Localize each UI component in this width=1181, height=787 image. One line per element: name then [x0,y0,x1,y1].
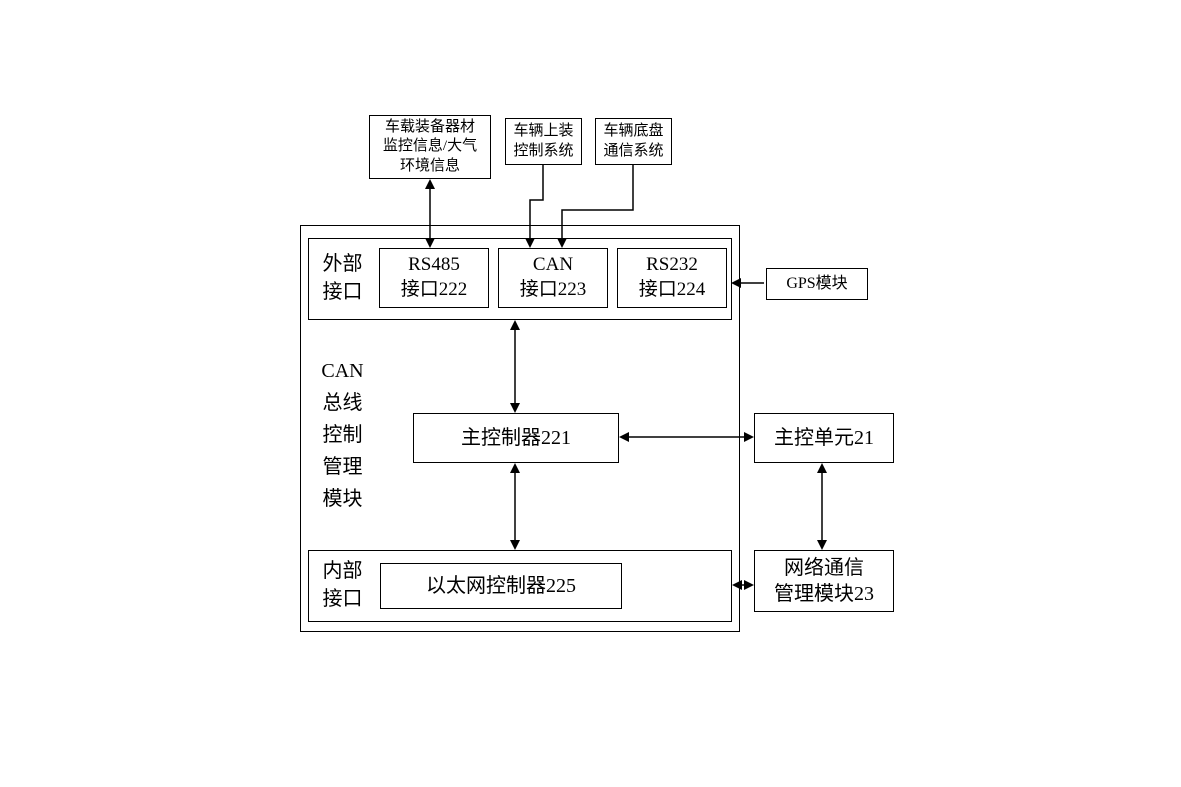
int-interface-label: 内部 接口 [315,557,370,612]
rs485-line2: 接口222 [401,278,468,303]
net-mod-line1: 网络通信 [774,555,874,581]
main-controller-label: 主控制器221 [461,425,571,451]
equipment-line3: 环境信息 [383,157,477,177]
equipment-info-box: 车载装备器材 监控信息/大气 环境信息 [369,115,491,179]
ethernet-label: 以太网控制器225 [426,573,576,599]
ext-label-line1: 外部 [323,250,363,278]
rs232-interface-box: RS232 接口224 [617,248,727,308]
rs485-line1: RS485 [401,253,468,278]
rs232-line1: RS232 [639,253,706,278]
vehicle-upper-box: 车辆上装 控制系统 [505,118,582,165]
vehicle-upper-line1: 车辆上装 [513,122,573,142]
int-label-line1: 内部 [323,557,363,585]
ext-label-line2: 接口 [323,278,363,306]
main-unit-label: 主控单元21 [774,425,874,451]
ext-interface-label: 外部 接口 [315,250,370,305]
can-line1: CAN [520,253,587,278]
gps-module-box: GPS模块 [766,268,868,300]
vehicle-chassis-line1: 车辆底盘 [603,122,663,142]
net-mod-line2: 管理模块23 [774,581,874,607]
ethernet-controller-box: 以太网控制器225 [380,563,622,609]
equipment-line1: 车载装备器材 [383,118,477,138]
vehicle-chassis-line2: 通信系统 [603,142,663,162]
module-label: CAN 总线 控制 管理 模块 [315,350,370,520]
main-unit-box: 主控单元21 [754,413,894,463]
gps-label: GPS模块 [786,274,847,295]
rs232-line2: 接口224 [639,278,706,303]
int-label-line2: 接口 [323,585,363,613]
vehicle-chassis-box: 车辆底盘 通信系统 [595,118,672,165]
can-line2: 接口223 [520,278,587,303]
net-module-box: 网络通信 管理模块23 [754,550,894,612]
vehicle-upper-line2: 控制系统 [513,142,573,162]
equipment-line2: 监控信息/大气 [383,137,477,157]
can-interface-box: CAN 接口223 [498,248,608,308]
rs485-interface-box: RS485 接口222 [379,248,489,308]
main-controller-box: 主控制器221 [413,413,619,463]
